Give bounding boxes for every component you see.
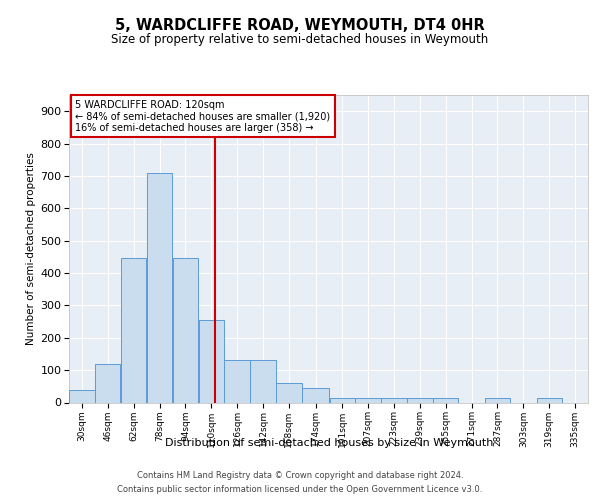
Bar: [199, 320, 224, 402]
Text: 5, WARDCLIFFE ROAD, WEYMOUTH, DT4 0HR: 5, WARDCLIFFE ROAD, WEYMOUTH, DT4 0HR: [115, 18, 485, 32]
Bar: [485, 398, 510, 402]
Text: Distribution of semi-detached houses by size in Weymouth: Distribution of semi-detached houses by …: [164, 438, 493, 448]
Bar: [355, 398, 381, 402]
Text: Contains public sector information licensed under the Open Government Licence v3: Contains public sector information licen…: [118, 484, 482, 494]
Text: Size of property relative to semi-detached houses in Weymouth: Size of property relative to semi-detach…: [112, 32, 488, 46]
Bar: [121, 258, 146, 402]
Bar: [250, 360, 276, 403]
Bar: [433, 398, 458, 402]
Bar: [276, 383, 302, 402]
Text: Contains HM Land Registry data © Crown copyright and database right 2024.: Contains HM Land Registry data © Crown c…: [137, 472, 463, 480]
Bar: [536, 398, 562, 402]
Bar: [147, 172, 172, 402]
Y-axis label: Number of semi-detached properties: Number of semi-detached properties: [26, 152, 36, 345]
Bar: [329, 398, 355, 402]
Bar: [173, 258, 198, 402]
Bar: [224, 360, 250, 403]
Bar: [302, 388, 329, 402]
Text: 5 WARDCLIFFE ROAD: 120sqm
← 84% of semi-detached houses are smaller (1,920)
16% : 5 WARDCLIFFE ROAD: 120sqm ← 84% of semi-…: [75, 100, 331, 133]
Bar: [407, 398, 433, 402]
Bar: [95, 364, 121, 403]
Bar: [69, 390, 95, 402]
Bar: [381, 398, 407, 402]
